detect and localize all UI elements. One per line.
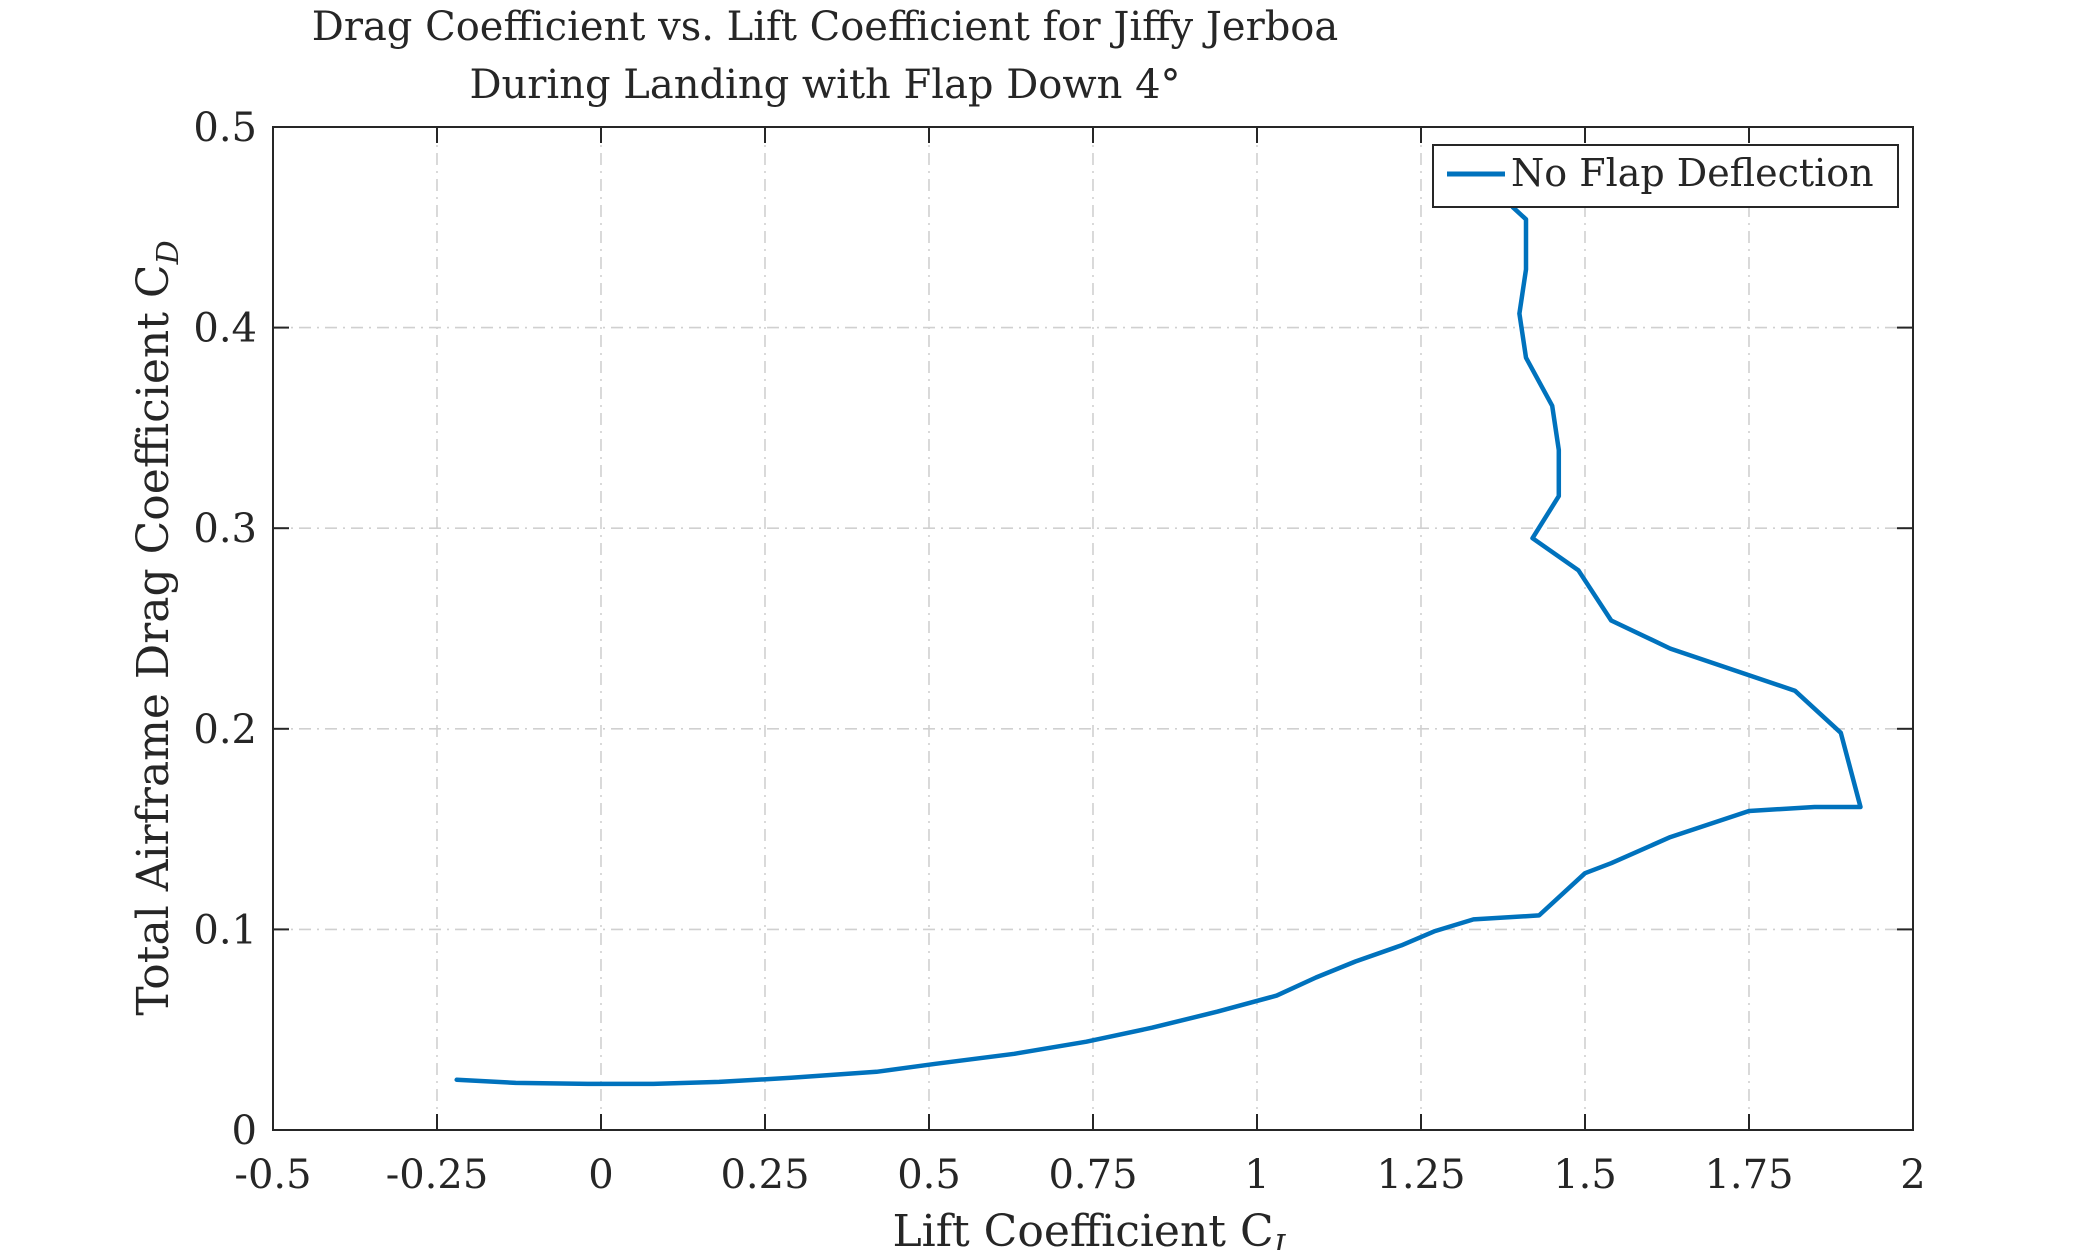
legend-box — [1432, 144, 1899, 208]
series-line — [454, 204, 1863, 1087]
x-tick-label: 0.25 — [720, 1152, 809, 1198]
y-tick-label: 0 — [232, 1108, 257, 1154]
x-tick-label: -0.5 — [234, 1152, 311, 1198]
y-axis-label: Total Airframe Drag Coefficient CD — [128, 240, 186, 1015]
chart-title: Drag Coefficient vs. Lift Coefficient fo… — [312, 4, 1338, 50]
x-tick-label: 1.75 — [1704, 1152, 1793, 1198]
y-tick-label: 0.5 — [193, 105, 257, 151]
x-tick-label: 0 — [588, 1152, 613, 1198]
x-tick-label: 2 — [1900, 1152, 1925, 1198]
x-tick-label: 1 — [1244, 1152, 1269, 1198]
y-tick-label: 0.3 — [193, 506, 257, 552]
y-axis-label-subscript: D — [151, 240, 186, 265]
y-tick-label: 0.2 — [193, 707, 257, 753]
grid-lines — [273, 127, 1913, 1130]
axis-ticks: -0.5 -0.25 0 0.25 0.5 0.75 1 1.25 1.5 1.75 2 0 0.1 0.… — [193, 105, 1925, 1198]
series-layer — [454, 204, 1863, 1087]
x-tick-label: 1.25 — [1376, 1152, 1465, 1198]
y-tick-label: 0.1 — [193, 907, 257, 953]
x-axis-label: Lift Coefficient CL — [892, 1206, 1293, 1250]
legend: No Flap Deflection — [1432, 144, 1899, 208]
x-tick-label: 0.5 — [897, 1152, 961, 1198]
x-tick-label: 0.75 — [1048, 1152, 1137, 1198]
x-tick-label: -0.25 — [386, 1152, 489, 1198]
legend-label: No Flap Deflection — [1511, 151, 1874, 195]
chart-subtitle: During Landing with Flap Down 4° — [469, 62, 1180, 108]
x-axis-label-subscript: L — [1273, 1229, 1294, 1250]
x-tick-label: 1.5 — [1553, 1152, 1617, 1198]
y-tick-label: 0.4 — [193, 306, 257, 352]
